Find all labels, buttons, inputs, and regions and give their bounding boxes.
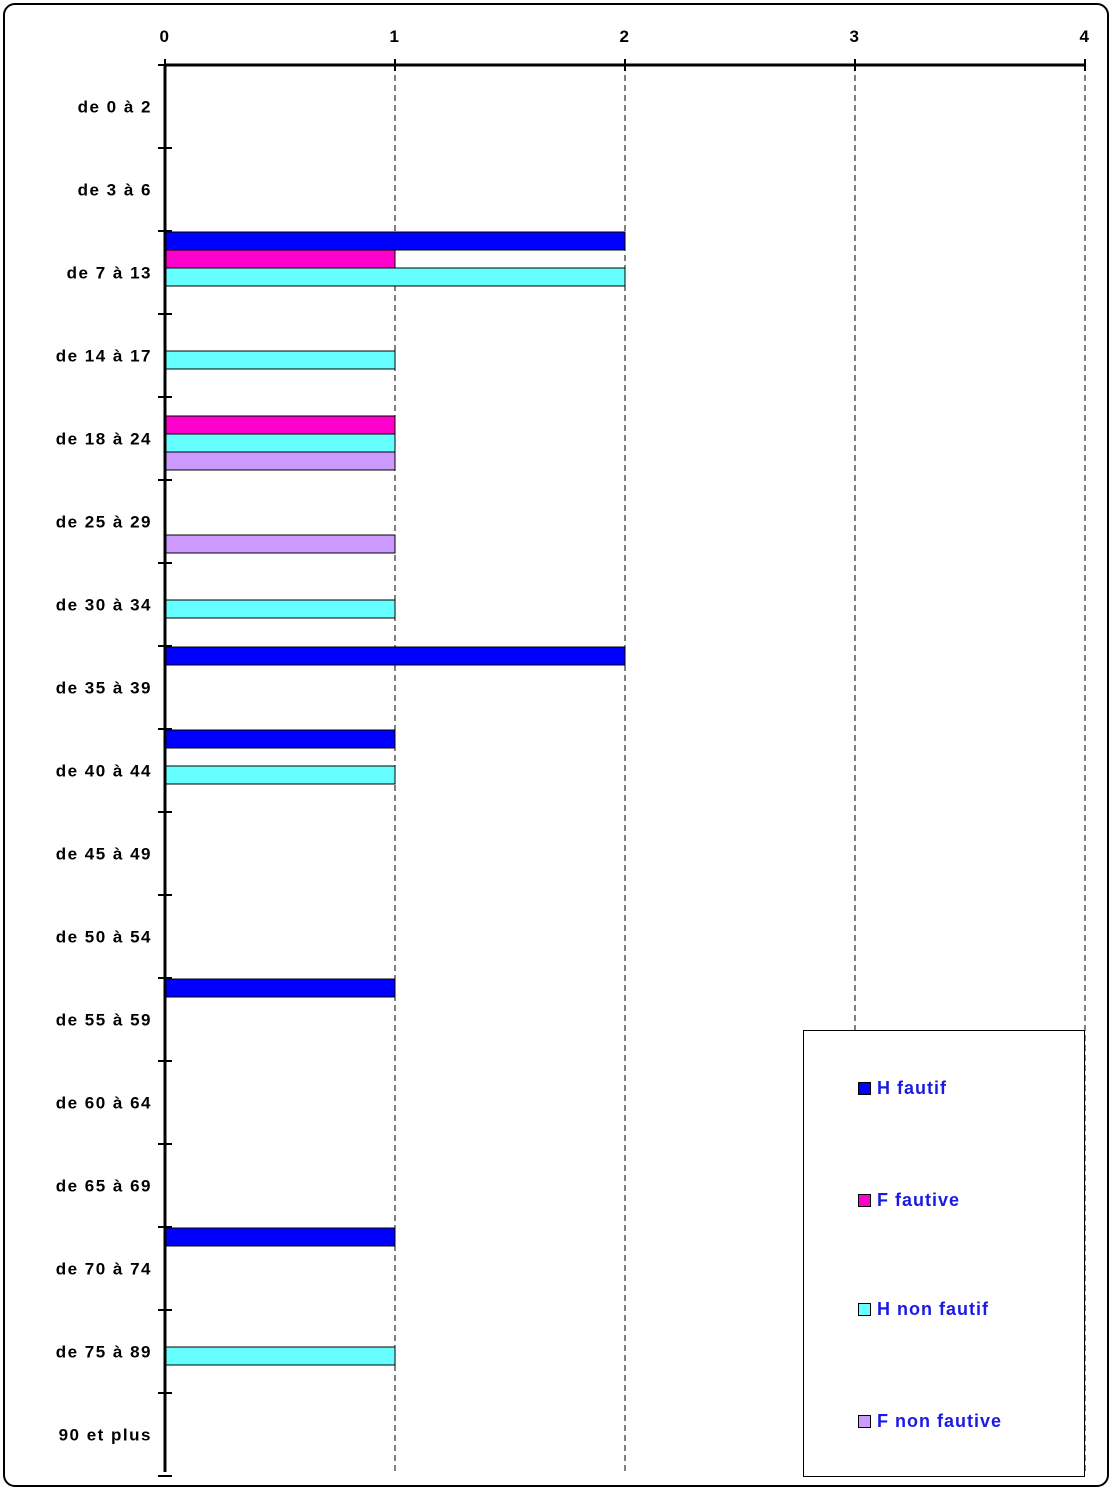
category-label-10: de 50 à 54 <box>56 928 152 947</box>
legend-item-f-non-fautive: F non fautive <box>858 1411 1002 1431</box>
legend-label: H fautif <box>877 1077 947 1098</box>
bar-h-non-fautif-2 <box>164 267 626 287</box>
category-label-4: de 18 à 24 <box>56 430 152 449</box>
bar-h-non-fautif-4 <box>164 433 396 453</box>
category-label-9: de 45 à 49 <box>56 845 152 864</box>
bar-f-non-fautive-5 <box>164 534 396 554</box>
labels: 0 1 2 3 4 de 0 à 2 de 3 à 6 de 7 à 13 de 14 à 17… <box>56 27 1091 1445</box>
legend-swatch <box>858 1193 871 1207</box>
bar-h-fautif-7 <box>164 646 626 666</box>
bar-h-fautif-8 <box>164 729 396 749</box>
legend-swatch <box>858 1081 871 1095</box>
legend-label: H non fautif <box>877 1298 989 1319</box>
bar-h-non-fautif-15 <box>164 1346 396 1366</box>
category-label-5: de 25 à 29 <box>56 513 152 532</box>
category-label-14: de 70 à 74 <box>56 1260 152 1279</box>
x-tick-label-1: 1 <box>390 27 401 46</box>
category-label-13: de 65 à 69 <box>56 1177 152 1196</box>
category-label-7: de 35 à 39 <box>56 679 152 698</box>
category-label-12: de 60 à 64 <box>56 1094 152 1113</box>
legend-item-h-non-fautif: H non fautif <box>858 1299 989 1319</box>
bar-h-fautif-2 <box>164 231 626 251</box>
x-tick-label-0: 0 <box>160 27 171 46</box>
bar-h-non-fautif-3 <box>164 350 396 370</box>
category-label-8: de 40 à 44 <box>56 762 152 781</box>
category-label-11: de 55 à 59 <box>56 1011 152 1030</box>
bar-f-fautive-2 <box>164 249 396 269</box>
legend-label: F non fautive <box>877 1410 1002 1431</box>
x-tick-label-2: 2 <box>620 27 631 46</box>
category-label-2: de 7 à 13 <box>67 264 152 283</box>
legend-swatch <box>858 1302 871 1316</box>
bars <box>164 231 626 1366</box>
legend-item-f-fautive: F fautive <box>858 1190 960 1210</box>
bar-h-non-fautif-6 <box>164 599 396 619</box>
category-label-15: de 75 à 89 <box>56 1343 152 1362</box>
category-label-1: de 3 à 6 <box>78 181 152 200</box>
axes <box>158 59 1086 1477</box>
x-tick-label-4: 4 <box>1080 27 1091 46</box>
bar-f-fautive-4 <box>164 415 396 435</box>
legend-swatch <box>858 1414 871 1428</box>
bar-f-non-fautive-4 <box>164 451 396 471</box>
category-label-3: de 14 à 17 <box>56 347 152 366</box>
category-label-6: de 30 à 34 <box>56 596 152 615</box>
category-label-16: 90 et plus <box>59 1426 152 1445</box>
legend-label: F fautive <box>877 1189 961 1210</box>
x-tick-label-3: 3 <box>850 27 861 46</box>
bar-h-non-fautif-8 <box>164 765 396 785</box>
legend: H fautif F fautive H non fautif F non fauti… <box>803 1030 1085 1477</box>
bar-h-fautif-11 <box>164 978 396 998</box>
category-label-0: de 0 à 2 <box>78 98 152 117</box>
legend-item-h-fautif: H fautif <box>858 1078 947 1098</box>
bar-h-fautif-14 <box>164 1227 396 1247</box>
